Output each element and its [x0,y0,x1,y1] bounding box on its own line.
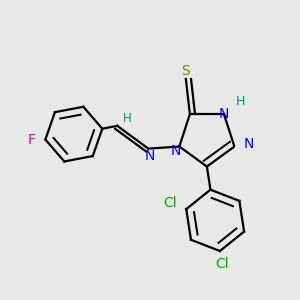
Text: H: H [123,112,132,125]
Text: S: S [182,64,190,78]
Text: F: F [28,133,36,146]
Text: N: N [144,149,154,163]
Text: N: N [171,144,181,158]
Text: Cl: Cl [215,257,229,272]
Text: N: N [219,107,229,121]
Text: H: H [236,95,245,108]
Text: N: N [244,137,254,152]
Text: Cl: Cl [163,196,176,210]
